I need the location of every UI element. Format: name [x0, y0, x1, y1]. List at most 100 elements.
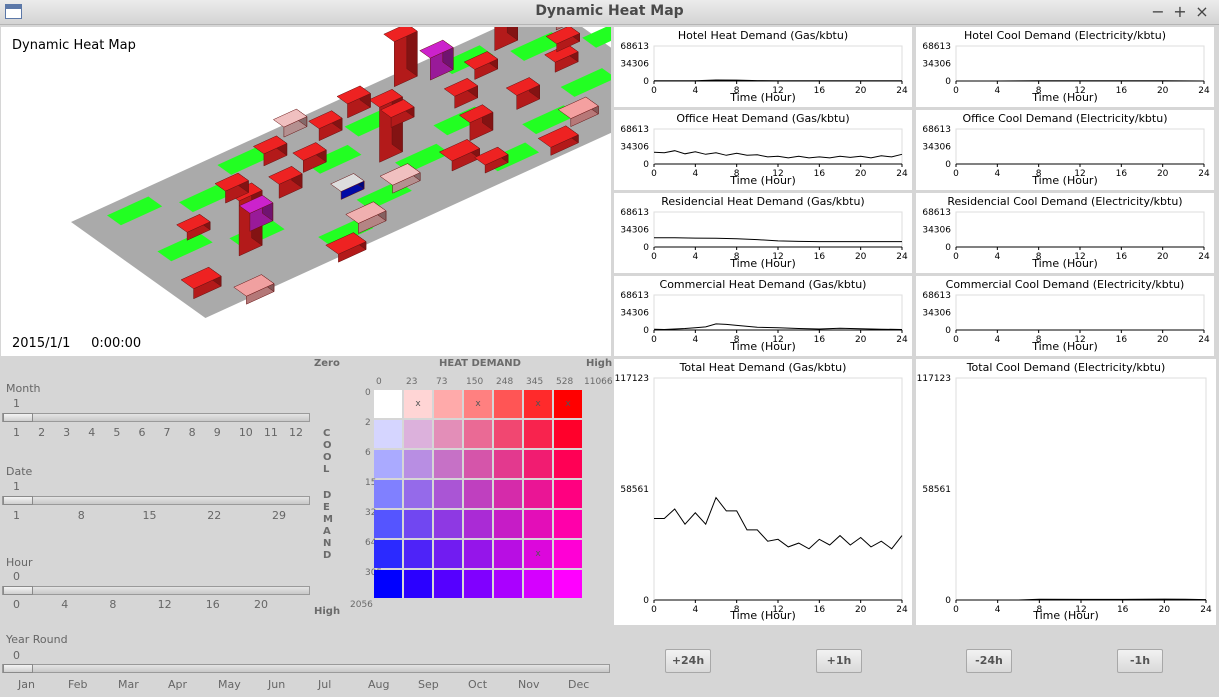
chart-frame	[653, 294, 903, 331]
chart-frame	[955, 211, 1205, 248]
park-block	[107, 196, 163, 226]
cool-label-letter: A	[323, 526, 331, 537]
legend-color-cell	[524, 570, 552, 598]
chart-ytick-label: 117123	[917, 374, 951, 384]
slider-tick-label: Jan	[18, 678, 35, 691]
yearround-slider[interactable]	[2, 664, 610, 673]
chart-xtick-label: 20	[855, 169, 867, 179]
slider-tick-label: 12	[289, 426, 303, 439]
minimize-icon[interactable]: −	[1151, 2, 1165, 21]
slider-tick-label: 12	[157, 598, 172, 611]
legend-color-cell	[524, 420, 552, 448]
building	[176, 213, 211, 241]
building	[180, 266, 222, 300]
heat-tick-label: 248	[496, 377, 514, 387]
city-3d-view[interactable]: Dynamic Heat Map 2015/1/1 0:00:00	[1, 27, 611, 356]
month-value: 1	[13, 397, 20, 410]
chart-plot: 117123 58561 00 4 8 12 16 20 24	[615, 374, 908, 615]
cool-label-letter: L	[323, 464, 330, 475]
chart-ytick-label: 0	[643, 243, 649, 253]
chart-xtick-label: 20	[1157, 169, 1169, 179]
chart-title: Residencial Cool Demand (Electricity/kbt…	[947, 195, 1183, 208]
slider-tick-label: 4	[61, 598, 69, 611]
chart-xtick-label: 4	[692, 605, 698, 615]
building	[438, 138, 481, 172]
cool-label-letter: D	[323, 550, 332, 561]
chart-plot: 68613 34306 00 4 8 12 16 20 24	[922, 291, 1210, 345]
hour-slider[interactable]	[2, 586, 310, 595]
chart-xtick-label: 20	[855, 252, 867, 262]
chart-xtick-label: 24	[1198, 335, 1210, 345]
legend-color-cell	[374, 390, 402, 418]
chart-xtick-label: 16	[814, 169, 826, 179]
city-3d-scene[interactable]	[1, 27, 611, 356]
legend-color-cell	[434, 510, 462, 538]
cool-tick-label: 6	[365, 448, 371, 458]
chart-ytick-label: 0	[643, 160, 649, 170]
chart-panel: Commercial Heat Demand (Gas/kbtu) Time (H…	[614, 276, 912, 356]
chart-xtick-label: 16	[1116, 169, 1128, 179]
chart-title: Commercial Heat Demand (Gas/kbtu)	[659, 278, 867, 291]
legend-color-cell	[374, 570, 402, 598]
chart-xtick-label: 8	[1036, 605, 1042, 615]
chart-xlabel: Time (Hour)	[730, 174, 796, 187]
chart-frame	[955, 128, 1205, 165]
slider-tick-label: Feb	[68, 678, 88, 691]
legend-color-cell	[374, 540, 402, 568]
chart-xtick-label: 24	[1198, 169, 1210, 179]
close-icon[interactable]: ×	[1195, 2, 1209, 21]
month-slider-thumb[interactable]	[3, 413, 33, 422]
legend-color-cell	[554, 420, 582, 448]
chart-title: Total Cool Demand (Electricity/kbtu)	[966, 361, 1166, 374]
legend-marked-cell: x	[404, 390, 432, 418]
legend-color-cell	[434, 540, 462, 568]
date-slider[interactable]	[2, 496, 310, 505]
chart-panel: Hotel Cool Demand (Electricity/kbtu) Time…	[916, 27, 1214, 107]
chart-frame	[653, 377, 903, 601]
legend-high-top-label: High	[586, 358, 613, 369]
window-title: Dynamic Heat Map	[535, 3, 684, 19]
date-label: Date	[6, 465, 33, 478]
plus-24h-button[interactable]: +24h	[665, 649, 711, 673]
legend-color-cell	[494, 510, 522, 538]
chart-xtick-label: 4	[994, 335, 1000, 345]
plus-1h-button[interactable]: +1h	[816, 649, 862, 673]
slider-tick-label: 4	[88, 426, 96, 439]
chart-xtick-label: 16	[1116, 86, 1128, 96]
chart-xtick-label: 0	[953, 252, 959, 262]
date-slider-thumb[interactable]	[3, 496, 33, 505]
cool-label-letter: O	[323, 452, 332, 463]
heat-tick-label: 0	[376, 377, 382, 387]
legend-color-cell	[374, 510, 402, 538]
minus-1h-button[interactable]: -1h	[1117, 649, 1163, 673]
chart-plot: 68613 34306 00 4 8 12 16 20 24	[922, 208, 1210, 262]
maximize-icon[interactable]: +	[1173, 2, 1187, 21]
legend-color-cell	[374, 480, 402, 508]
chart-title: Office Cool Demand (Electricity/kbtu)	[962, 112, 1168, 125]
hour-slider-thumb[interactable]	[3, 586, 33, 595]
chart-xtick-label: 0	[953, 335, 959, 345]
chart-title: Commercial Cool Demand (Electricity/kbtu…	[945, 278, 1185, 291]
cool-label-letter: M	[323, 514, 333, 525]
minus-24h-button[interactable]: -24h	[966, 649, 1012, 673]
chart-frame	[955, 294, 1205, 331]
chart-title: Office Heat Demand (Gas/kbtu)	[676, 112, 850, 125]
yearround-slider-thumb[interactable]	[3, 664, 33, 673]
chart-xtick-label: 24	[896, 335, 908, 345]
chart-xtick-label: 20	[1157, 335, 1169, 345]
chart-ytick-label: 34306	[922, 309, 951, 319]
chart-ytick-label: 34306	[922, 143, 951, 153]
month-slider[interactable]	[2, 413, 310, 422]
legend-color-cell	[434, 570, 462, 598]
chart-xtick-label: 16	[814, 335, 826, 345]
building	[214, 172, 249, 204]
chart-xtick-label: 24	[896, 605, 908, 615]
view-time: 0:00:00	[91, 336, 142, 351]
chart-xtick-label: 0	[651, 605, 657, 615]
chart-xtick-label: 20	[855, 605, 867, 615]
chart-xtick-label: 16	[814, 605, 826, 615]
slider-tick-label: 3	[63, 426, 71, 439]
legend-color-cell	[374, 420, 402, 448]
chart-frame	[955, 45, 1205, 82]
